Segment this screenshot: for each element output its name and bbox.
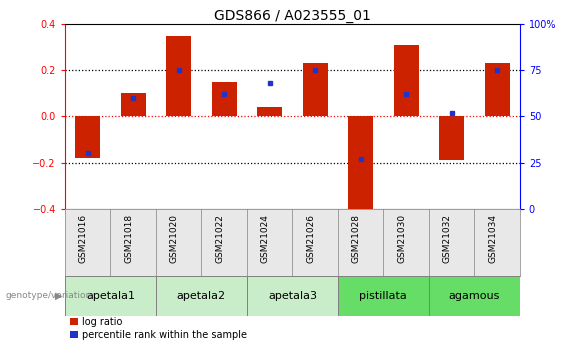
Bar: [75, 117, 100, 158]
Bar: [257, 107, 282, 117]
FancyBboxPatch shape: [156, 276, 247, 316]
Text: apetala1: apetala1: [86, 291, 135, 301]
Text: GSM21018: GSM21018: [124, 214, 133, 263]
Text: GSM21032: GSM21032: [442, 214, 451, 263]
Text: GSM21034: GSM21034: [488, 214, 497, 263]
Bar: [394, 45, 419, 117]
Text: apetala3: apetala3: [268, 291, 317, 301]
Bar: [348, 117, 373, 216]
Bar: [212, 82, 237, 117]
FancyBboxPatch shape: [429, 276, 520, 316]
Bar: [439, 117, 464, 160]
Bar: [121, 93, 146, 117]
FancyBboxPatch shape: [338, 276, 429, 316]
Text: GSM21028: GSM21028: [351, 214, 360, 263]
Text: genotype/variation: genotype/variation: [6, 291, 92, 300]
Text: apetala2: apetala2: [177, 291, 226, 301]
Text: GSM21016: GSM21016: [79, 214, 88, 263]
Bar: [166, 36, 191, 117]
FancyBboxPatch shape: [65, 276, 156, 316]
Legend: log ratio, percentile rank within the sample: log ratio, percentile rank within the sa…: [70, 317, 247, 340]
Text: GSM21026: GSM21026: [306, 214, 315, 263]
Bar: [485, 63, 510, 117]
FancyBboxPatch shape: [247, 276, 338, 316]
Text: ▶: ▶: [55, 291, 62, 301]
Text: agamous: agamous: [449, 291, 500, 301]
Bar: [303, 63, 328, 117]
Text: GSM21022: GSM21022: [215, 214, 224, 263]
Text: GSM21030: GSM21030: [397, 214, 406, 263]
Text: GSM21024: GSM21024: [260, 214, 270, 263]
Title: GDS866 / A023555_01: GDS866 / A023555_01: [214, 9, 371, 23]
Text: GSM21020: GSM21020: [170, 214, 179, 263]
Text: pistillata: pistillata: [359, 291, 407, 301]
